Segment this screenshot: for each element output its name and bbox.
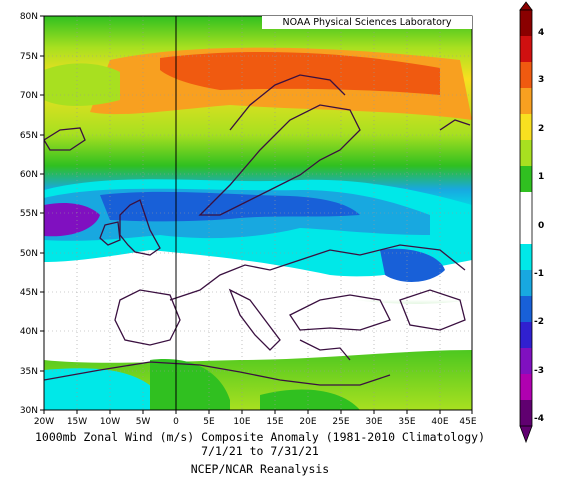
lon-label: 20W [34, 417, 54, 427]
lat-label: 30N [20, 406, 38, 416]
lat-label: 40N [20, 327, 38, 337]
lat-label: 60N [20, 170, 38, 180]
colorbar-cell [520, 296, 532, 323]
lat-label: 80N [20, 12, 38, 22]
colorbar-top-arrow [519, 1, 533, 11]
lat-label: 65N [20, 131, 38, 141]
colorbar-cell [520, 244, 532, 271]
colorbar-label: 3 [538, 75, 544, 85]
lat-label: 45N [20, 288, 38, 298]
lat-label: 55N [20, 209, 38, 219]
source-label: NCEP/NCAR Reanalysis [190, 462, 330, 476]
lon-label: 45E [459, 417, 476, 427]
colorbar-cell [520, 88, 532, 115]
colorbar-label: -3 [534, 366, 544, 376]
colorbar-cell [520, 218, 532, 245]
lon-label: 0 [173, 417, 179, 427]
lat-label: 70N [20, 91, 38, 101]
colorbar-cell [520, 62, 532, 89]
colorbar-label: 2 [538, 124, 544, 134]
credit-label: NOAA Physical Sciences Laboratory [262, 16, 472, 29]
lon-label: 40E [431, 417, 448, 427]
colorbar-cell [520, 166, 532, 193]
lat-label: 75N [20, 52, 38, 62]
colorbar-cell [520, 36, 532, 63]
colorbar-cell [520, 348, 532, 375]
lon-label: 35E [398, 417, 415, 427]
map-title: 1000mb Zonal Wind (m/s) Composite Anomal… [34, 430, 486, 444]
coastlines [44, 74, 471, 386]
colorbar-cell [520, 192, 532, 219]
colorbar-cell [520, 270, 532, 297]
lon-label: 20E [299, 417, 316, 427]
lon-label: 15E [266, 417, 283, 427]
lat-axis: 80N 75N 70N 65N 60N 55N 50N 45N 40N 35N … [20, 12, 44, 416]
lon-label: 30E [365, 417, 382, 427]
lon-label: 15W [67, 417, 87, 427]
colorbar-cell [520, 400, 532, 427]
lon-label: 5W [136, 417, 151, 427]
lat-label: 35N [20, 367, 38, 377]
colorbar-label: 4 [538, 28, 544, 38]
colorbar-label: -1 [534, 269, 544, 279]
colorbar-label: 0 [538, 221, 544, 231]
colorbar-label: 1 [538, 172, 544, 182]
lon-label: 5E [203, 417, 215, 427]
colorbar: 4 3 2 1 0 -1 -2 -3 -4 [519, 1, 544, 444]
colorbar-bottom-arrow [519, 425, 533, 444]
lon-label: 10W [100, 417, 120, 427]
date-range: 7/1/21 to 7/31/21 [201, 444, 319, 458]
colorbar-label: -4 [534, 414, 544, 424]
colorbar-cell [520, 114, 532, 141]
colorbar-label: -2 [534, 317, 544, 327]
lon-label: 10E [233, 417, 250, 427]
colorbar-cell [520, 140, 532, 167]
lon-label: 25E [332, 417, 349, 427]
lon-axis: 20W 15W 10W 5W 0 5E 10E 15E 20E 25E 30E … [34, 410, 477, 427]
colorbar-cell [520, 10, 532, 37]
colorbar-cell [520, 374, 532, 401]
lat-label: 50N [20, 249, 38, 259]
colorbar-cell [520, 322, 532, 349]
